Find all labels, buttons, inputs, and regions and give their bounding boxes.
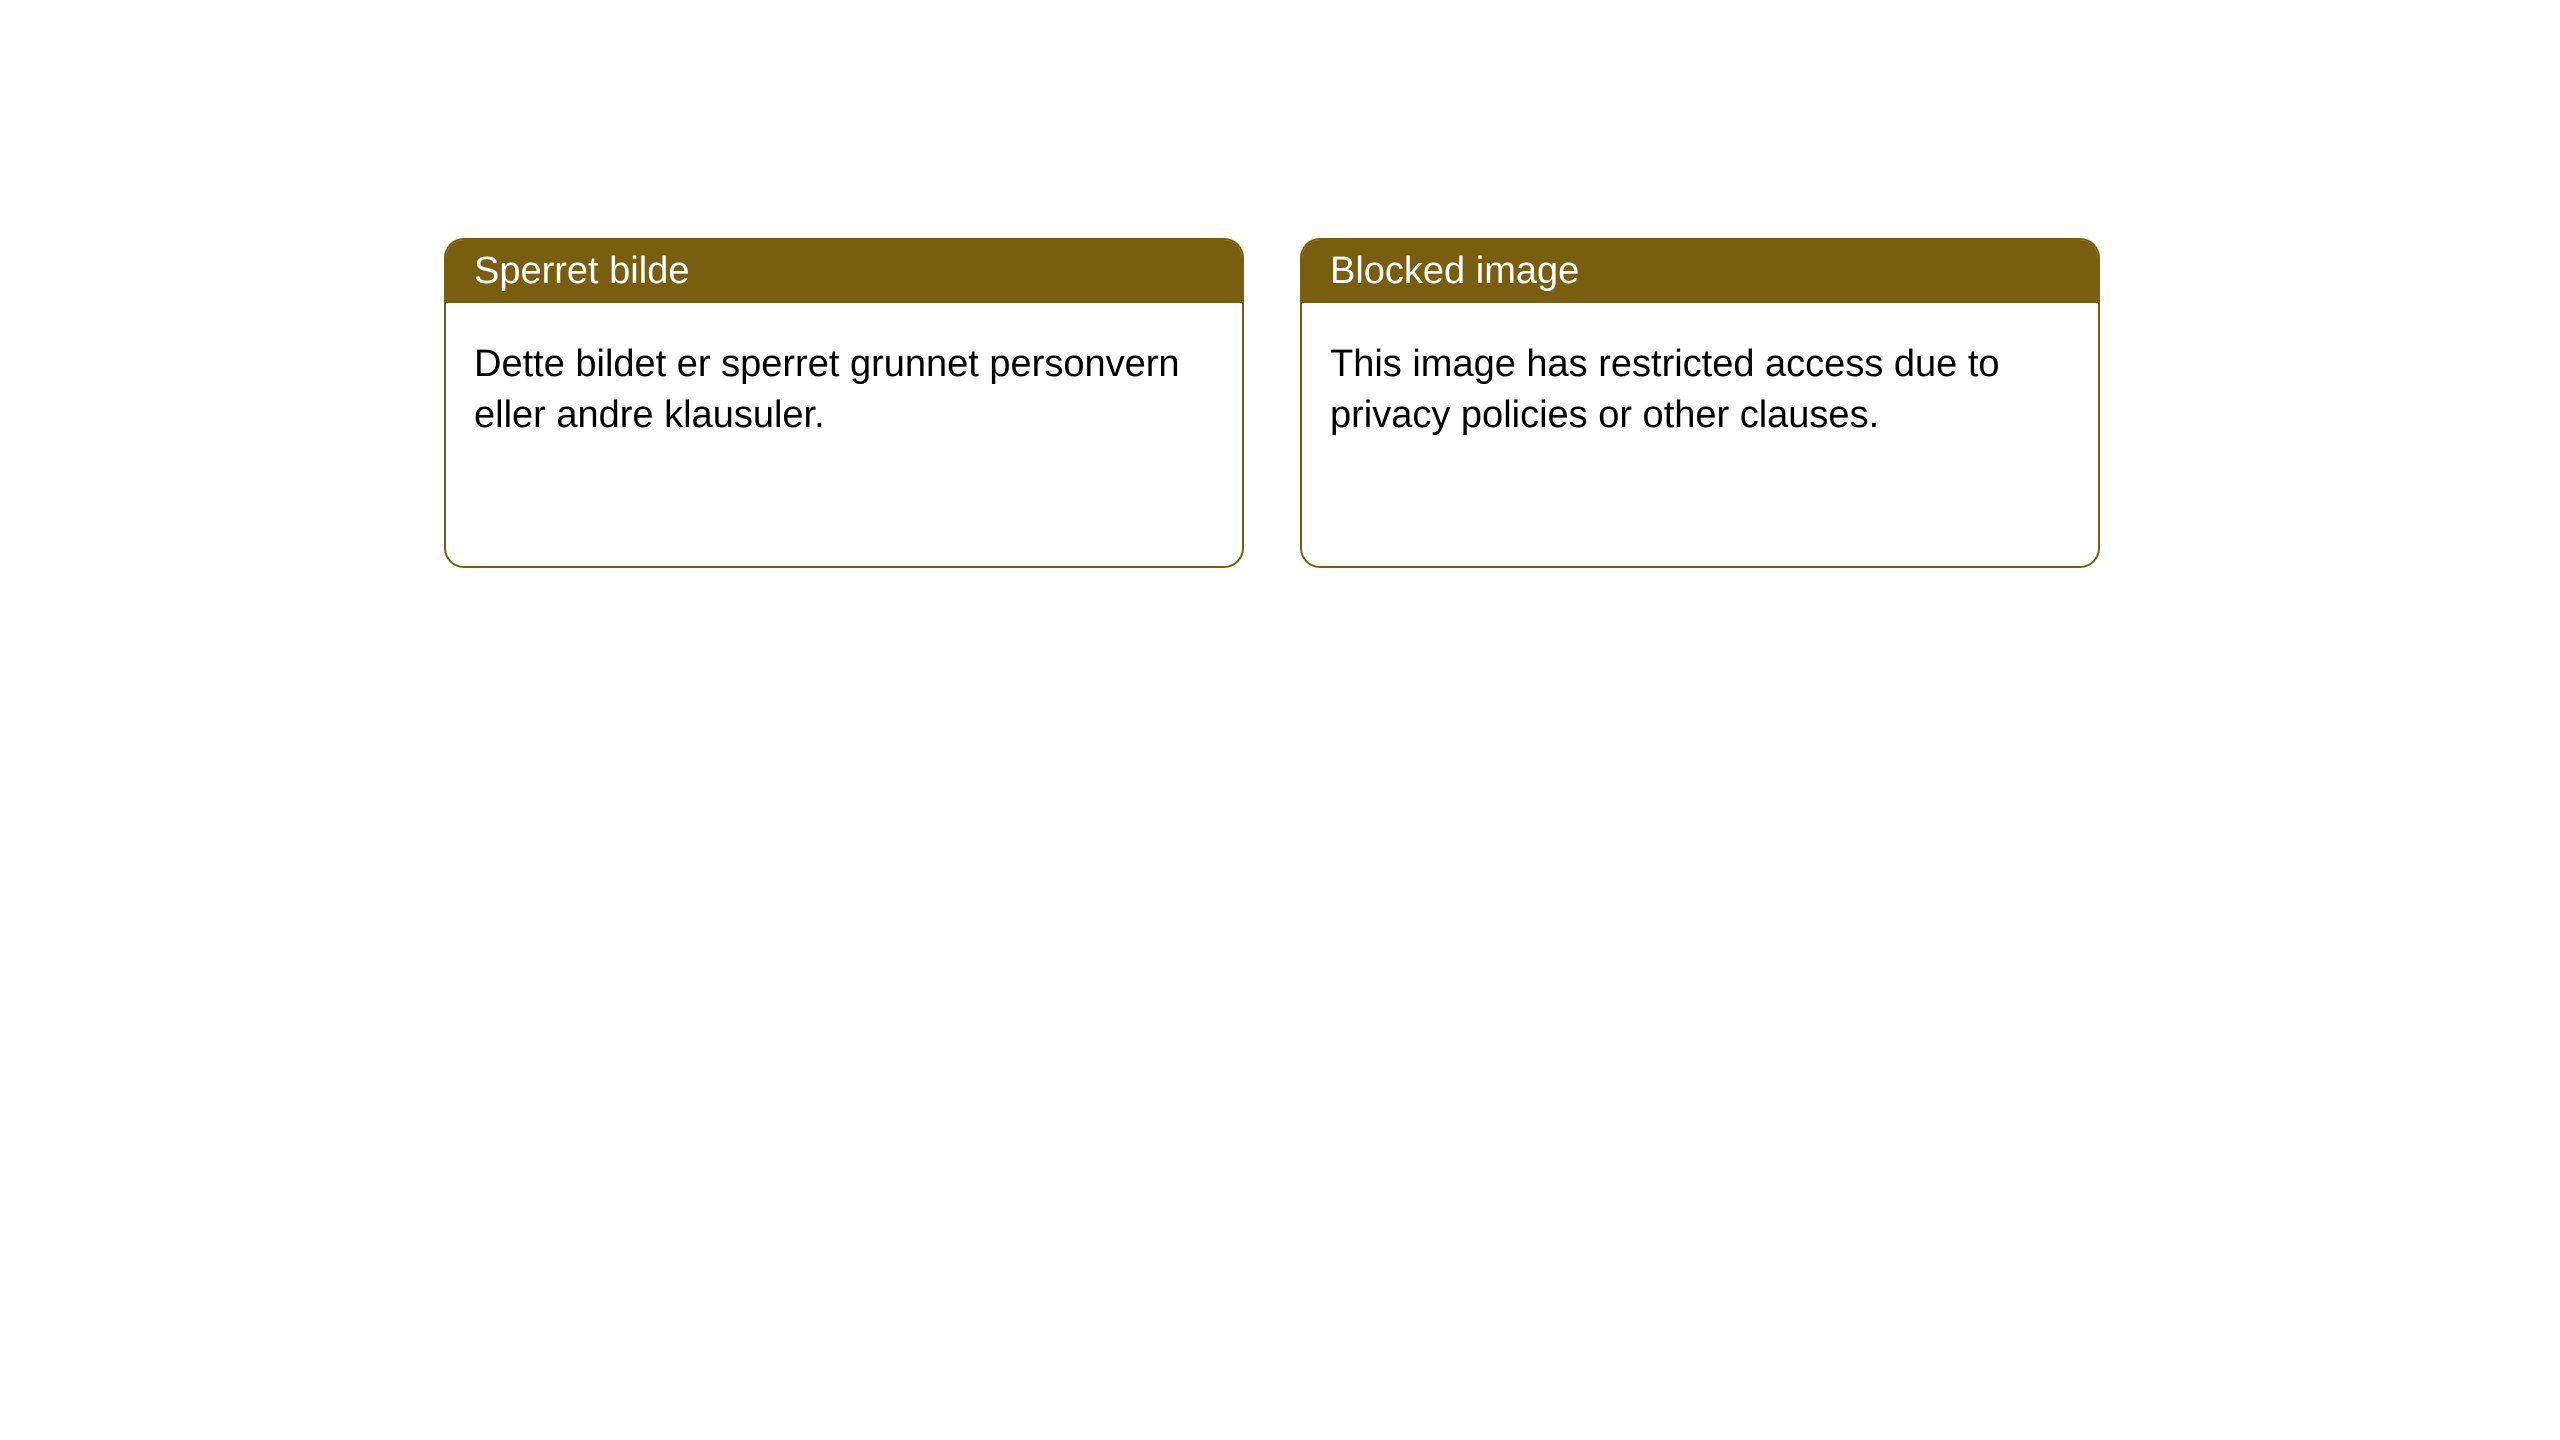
notice-header: Blocked image (1302, 240, 2098, 303)
notice-card-norwegian: Sperret bilde Dette bildet er sperret gr… (444, 238, 1244, 568)
notice-header: Sperret bilde (446, 240, 1242, 303)
notice-title: Sperret bilde (474, 250, 689, 292)
notice-message: This image has restricted access due to … (1330, 343, 2000, 436)
notice-message: Dette bildet er sperret grunnet personve… (474, 343, 1180, 436)
notice-container: Sperret bilde Dette bildet er sperret gr… (0, 0, 2560, 568)
notice-body: Dette bildet er sperret grunnet personve… (446, 303, 1242, 478)
notice-card-english: Blocked image This image has restricted … (1300, 238, 2100, 568)
notice-body: This image has restricted access due to … (1302, 303, 2098, 478)
notice-title: Blocked image (1330, 250, 1579, 292)
